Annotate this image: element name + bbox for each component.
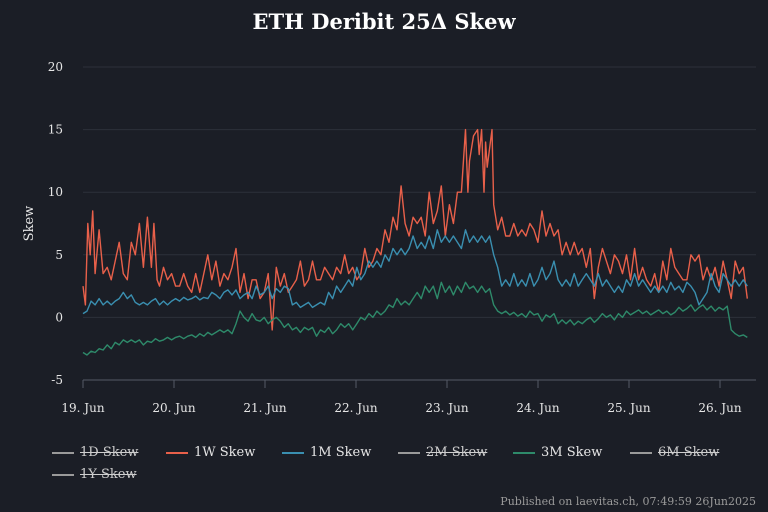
legend-swatch: [52, 451, 74, 454]
x-tick-label: 26. Jun: [698, 401, 741, 415]
legend-swatch: [630, 451, 652, 454]
y-tick-label: 0: [55, 310, 63, 324]
series-lines: [82, 128, 748, 356]
series-line-3m-skew: [82, 281, 748, 356]
publish-credit: Published on laevitas.ch, 07:49:59 26Jun…: [500, 495, 756, 508]
x-axis-ticks: 19. Jun 20. Jun 21. Jun 22. Jun 23. Jun 24. J…: [61, 379, 756, 415]
y-axis-title: Skew: [22, 206, 37, 242]
legend-item-1d-skew[interactable]: 1D Skew: [52, 445, 138, 460]
legend-item-1m-skew[interactable]: 1M Skew: [282, 445, 371, 460]
series-line-1m-skew: [82, 229, 748, 315]
gridlines: [83, 66, 756, 381]
legend-label: 1D Skew: [80, 445, 139, 460]
y-tick-label: 10: [48, 185, 63, 199]
legend-swatch: [52, 473, 74, 476]
y-tick-label: -5: [51, 373, 63, 387]
legend-swatch: [513, 451, 535, 454]
legend-label: 1Y Skew: [80, 467, 137, 482]
legend-item-2m-skew[interactable]: 2M Skew: [398, 445, 487, 460]
y-tick-label: 20: [48, 60, 63, 74]
x-tick-label: 19. Jun: [61, 401, 104, 415]
legend-label: 1M Skew: [310, 445, 372, 460]
legend-label: 1W Skew: [194, 445, 256, 460]
series-line-1w-skew: [82, 128, 748, 331]
legend-item-1w-skew[interactable]: 1W Skew: [166, 445, 255, 460]
y-tick-label: 15: [48, 123, 63, 137]
x-tick-label: 22. Jun: [334, 401, 377, 415]
legend-label: 6M Skew: [658, 445, 720, 460]
x-tick-label: 24. Jun: [516, 401, 559, 415]
y-tick-label: 5: [55, 248, 63, 262]
x-tick-label: 20. Jun: [152, 401, 195, 415]
legend-label: 3M Skew: [541, 445, 603, 460]
legend-swatch: [166, 451, 188, 454]
legend-item-6m-skew[interactable]: 6M Skew: [630, 445, 719, 460]
x-tick-label: 25. Jun: [607, 401, 650, 415]
legend-item-3m-skew[interactable]: 3M Skew: [513, 445, 602, 460]
x-tick-label: 23. Jun: [425, 401, 468, 415]
x-tick-label: 21. Jun: [243, 401, 286, 415]
legend-swatch: [398, 451, 420, 454]
chart-title: ETH Deribit 25Δ Skew: [252, 9, 516, 34]
legend-label: 2M Skew: [426, 445, 488, 460]
legend-item-1y-skew[interactable]: 1Y Skew: [52, 467, 137, 482]
legend-swatch: [282, 451, 304, 454]
y-axis-ticks: -5 0 5 10 15 20: [48, 60, 63, 387]
